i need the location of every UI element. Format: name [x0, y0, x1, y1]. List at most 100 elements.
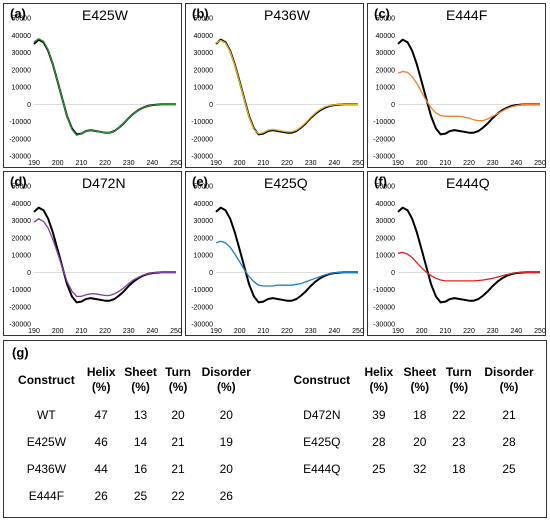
y-tick-label: -30000	[191, 154, 213, 161]
table-panel-label: (g)	[12, 345, 29, 360]
value-cell: 28	[502, 434, 516, 449]
x-tick-label: 210	[75, 328, 87, 335]
value-cell: 23	[452, 434, 466, 449]
panel-title: E425Q	[264, 175, 308, 191]
value-cell: 21	[502, 407, 516, 422]
x-tick-label: 210	[257, 328, 269, 335]
column-header: Disorder (%)	[484, 365, 534, 394]
panel-label: (b)	[192, 6, 209, 21]
y-tick-label: 0	[209, 102, 213, 109]
table-row: E425W 46 14 21 19	[10, 428, 258, 455]
table-row: E444Q 25 32 18 25	[284, 455, 542, 482]
value-cell: 21	[171, 461, 185, 476]
x-tick-label: 200	[416, 160, 428, 167]
x-tick-label: 190	[210, 328, 222, 335]
x-tick-label: 250	[170, 160, 182, 167]
x-tick-label: 220	[463, 328, 475, 335]
value-cell: 26	[219, 488, 233, 503]
mutant-series-line	[397, 70, 540, 122]
x-tick-label: 250	[352, 160, 364, 167]
panel-title: E444Q	[446, 175, 490, 191]
panel-title: P436W	[264, 7, 310, 23]
y-tick-label: -10000	[373, 119, 395, 126]
x-tick-label: 240	[328, 328, 340, 335]
panel-label: (d)	[10, 174, 27, 189]
y-tick-label: -10000	[373, 287, 395, 294]
y-tick-label: 10000	[376, 253, 396, 260]
x-tick-label: 230	[305, 160, 317, 167]
y-tick-label: -20000	[373, 136, 395, 143]
y-tick-label: 40000	[194, 33, 214, 40]
x-tick-label: 200	[52, 328, 64, 335]
mutant-series-line	[215, 39, 358, 135]
wt-series-line	[397, 206, 540, 304]
y-tick-label: 0	[27, 270, 31, 277]
mutant-series-line	[397, 251, 540, 282]
column-header: Sheet (%)	[403, 365, 437, 394]
construct-cell: E444Q	[303, 461, 341, 476]
value-cell: 25	[133, 488, 148, 503]
y-tick-label: 20000	[376, 235, 396, 242]
x-tick-label: 250	[352, 328, 364, 335]
table-row: P436W 44 16 21 20	[10, 455, 258, 482]
x-tick-label: 200	[234, 160, 246, 167]
x-tick-label: 220	[281, 160, 293, 167]
panel-a: 50000 40000 30000 20000 10000 0 -10000 -20000 -3…	[3, 3, 182, 168]
y-tick-label: 40000	[12, 201, 32, 208]
x-tick-label: 190	[210, 160, 222, 167]
value-cell: 26	[94, 488, 108, 503]
y-tick-label: 50000	[194, 184, 214, 191]
structure-table-right: Construct Helix (%) Sheet (%) Turn (%) Disorder…	[284, 359, 542, 482]
value-cell: 21	[171, 434, 185, 449]
value-cell: 28	[372, 434, 386, 449]
x-tick-label: 220	[463, 160, 475, 167]
wt-series-line	[215, 206, 358, 304]
x-tick-label: 240	[146, 328, 158, 335]
structure-table-left: Construct Helix (%) Sheet (%) Turn (%) Disorder…	[10, 359, 258, 509]
value-cell: 32	[413, 461, 427, 476]
x-tick-label: 250	[534, 160, 546, 167]
y-tick-label: 20000	[12, 67, 32, 74]
y-tick-label: 50000	[12, 184, 32, 191]
y-tick-label: 50000	[376, 184, 396, 191]
mutant-series-line	[33, 218, 176, 298]
x-tick-label: 220	[281, 328, 293, 335]
y-tick-label: 30000	[376, 50, 396, 57]
value-cell: 19	[219, 434, 233, 449]
table-row: E444F 26 25 22 26	[10, 482, 258, 509]
x-tick-label: 210	[439, 328, 451, 335]
mutant-series-line	[215, 240, 358, 287]
panel-d: 50000 40000 30000 20000 10000 0 -10000 -20000 -3…	[3, 171, 182, 336]
x-tick-label: 190	[28, 160, 40, 167]
value-cell: 18	[452, 461, 466, 476]
x-tick-label: 190	[28, 328, 40, 335]
y-tick-label: 50000	[194, 16, 214, 23]
value-cell: 46	[94, 434, 108, 449]
x-tick-label: 190	[392, 328, 404, 335]
wt-series-line	[33, 206, 176, 304]
value-cell: 20	[171, 407, 185, 422]
y-tick-label: -10000	[9, 119, 31, 126]
value-cell: 22	[171, 488, 185, 503]
value-cell: 20	[219, 461, 233, 476]
x-tick-label: 230	[487, 328, 499, 335]
y-tick-label: 10000	[376, 85, 396, 92]
x-tick-label: 220	[99, 328, 111, 335]
x-tick-label: 200	[52, 160, 64, 167]
x-tick-label: 240	[510, 328, 522, 335]
y-tick-label: 0	[391, 102, 395, 109]
y-tick-label: -10000	[191, 287, 213, 294]
value-cell: 14	[133, 434, 148, 449]
value-cell: 20	[413, 434, 427, 449]
y-tick-label: 20000	[194, 235, 214, 242]
panel-b: 50000 40000 30000 20000 10000 0 -10000 -20000 -3…	[185, 3, 364, 168]
x-tick-label: 230	[123, 328, 135, 335]
value-cell: 25	[372, 461, 386, 476]
column-header: Disorder (%)	[201, 365, 251, 394]
panel-title: E444F	[446, 7, 488, 23]
y-tick-label: 30000	[12, 50, 32, 57]
mutant-series-line	[33, 38, 176, 136]
chart-svg: 50000 40000 30000 20000 10000 0 -10000 -20000 -3…	[373, 16, 546, 168]
value-cell: 47	[94, 407, 108, 422]
